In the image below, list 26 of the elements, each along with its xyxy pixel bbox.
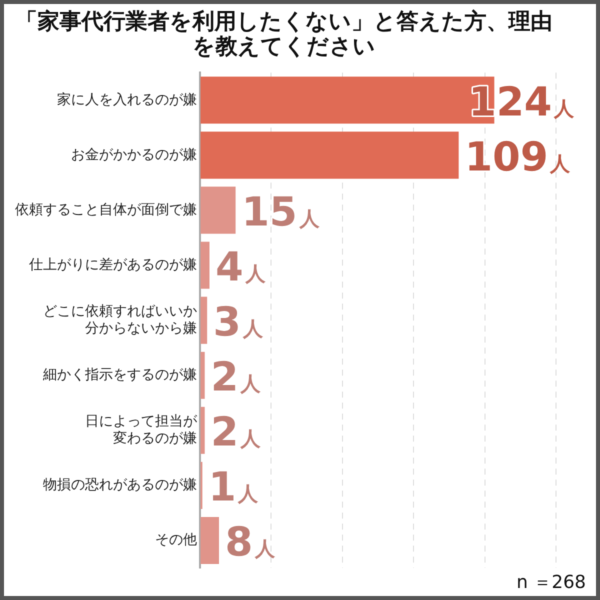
y-tick-label: 家に人を入れるのが嫌 xyxy=(57,92,197,108)
bar xyxy=(200,296,208,344)
bar xyxy=(200,516,219,564)
bar xyxy=(200,352,205,399)
data-label: 15人 xyxy=(242,189,320,236)
y-tick-label: 物損の恐れがあるのが嫌 xyxy=(43,477,197,494)
data-label: 2人 xyxy=(210,410,262,456)
y-tick-label: お金がかかるのが嫌 xyxy=(71,146,197,163)
y-tick-label: その他 xyxy=(155,532,197,548)
y-tick-label: 依頼すること自体が面倒で嫌 xyxy=(15,202,197,218)
data-label: 3人 xyxy=(213,300,264,346)
bar xyxy=(200,242,210,289)
data-label: 4人 xyxy=(215,244,266,290)
chart-title: 「家事代行業者を利用したくない」と答えた方、理由を教えてください xyxy=(16,8,552,60)
y-tick-label: 細かく指示をするのが嫌 xyxy=(42,366,197,383)
bar xyxy=(200,132,459,179)
text: n ＝268 xyxy=(516,572,586,593)
data-label: 2人 xyxy=(210,354,262,401)
bar xyxy=(200,406,205,454)
data-label: 109人 xyxy=(464,134,572,180)
data-label: 8人 xyxy=(224,520,276,566)
y-tick-label: 仕上がりに差があるのが嫌 xyxy=(28,256,197,273)
data-label: 1人 xyxy=(208,464,260,511)
bar xyxy=(200,186,236,234)
y-tick-label: 日によって担当が変わるのが嫌 xyxy=(85,414,198,446)
y-tick-label: どこに依頼すればいいか分からないから嫌 xyxy=(43,304,197,336)
